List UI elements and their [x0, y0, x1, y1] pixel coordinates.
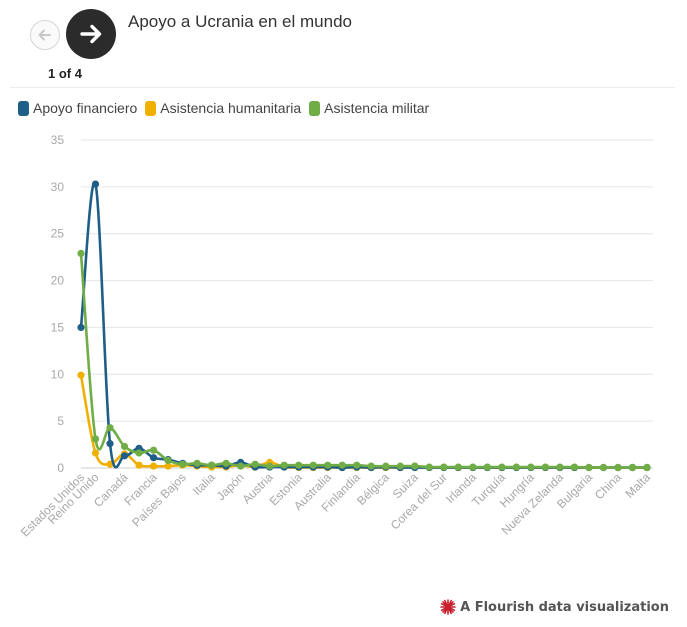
slide-counter: 1 of 4 [48, 66, 82, 81]
data-point [135, 449, 143, 457]
data-point [643, 463, 651, 472]
data-point [77, 323, 85, 332]
legend-item-military[interactable]: Asistencia militar [309, 100, 429, 116]
data-point [91, 449, 100, 457]
data-point [251, 460, 259, 468]
legend-item-financial[interactable]: Apoyo financiero [18, 100, 137, 116]
y-tick-label: 20 [51, 274, 65, 288]
data-point [77, 249, 85, 257]
data-point [135, 461, 143, 469]
data-point [106, 424, 114, 432]
data-point [91, 435, 100, 443]
arrow-right-icon [80, 24, 102, 44]
data-point [193, 459, 201, 467]
legend-swatch-humanitarian [145, 100, 157, 116]
data-point [309, 461, 317, 469]
data-point [556, 463, 564, 471]
legend-item-humanitarian[interactable]: Asistencia humanitaria [145, 100, 301, 116]
data-point [425, 463, 433, 471]
data-point [295, 461, 303, 469]
chart-legend: Apoyo financiero Asistencia humanitaria … [18, 100, 429, 116]
data-point [280, 461, 288, 469]
data-point [120, 442, 129, 451]
data-point [91, 180, 100, 188]
data-point [106, 440, 114, 448]
previous-slide-button[interactable] [30, 20, 60, 50]
data-point [178, 460, 187, 468]
flourish-credit[interactable]: A Flourish data visualization [440, 599, 669, 615]
data-point [149, 454, 158, 462]
data-point [483, 463, 491, 471]
legend-swatch-military [309, 100, 321, 116]
data-point [498, 463, 506, 471]
y-tick-label: 25 [51, 227, 65, 241]
data-point [396, 462, 404, 470]
data-point [353, 461, 361, 469]
data-point [222, 459, 230, 467]
y-tick-label: 5 [57, 414, 64, 428]
y-tick-label: 30 [51, 180, 65, 194]
page-title: Apoyo a Ucrania en el mundo [128, 12, 352, 31]
y-tick-label: 35 [51, 133, 65, 147]
arrow-left-icon [38, 29, 51, 41]
data-point [208, 461, 216, 469]
legend-label-financial: Apoyo financiero [33, 100, 138, 116]
data-point [614, 463, 622, 472]
data-point [599, 463, 608, 472]
data-point [367, 462, 375, 470]
flourish-credit-label: A Flourish data visualization [460, 599, 669, 615]
data-point [585, 463, 593, 472]
header-divider [10, 87, 675, 88]
data-point [77, 371, 85, 379]
data-point [454, 463, 462, 471]
data-point [440, 463, 448, 471]
data-point [628, 463, 637, 472]
x-tick-label: China [592, 470, 624, 502]
y-tick-label: 0 [57, 461, 64, 475]
data-point [512, 463, 520, 471]
data-point [469, 463, 477, 471]
data-point [237, 462, 245, 470]
data-point [120, 452, 129, 460]
next-slide-button[interactable] [66, 9, 116, 59]
y-tick-label: 10 [51, 367, 65, 381]
data-point [149, 462, 158, 470]
data-point [266, 462, 274, 470]
data-point [338, 461, 346, 469]
series-line [79, 252, 649, 469]
data-point [527, 463, 535, 471]
y-tick-label: 15 [51, 320, 65, 334]
data-point [541, 463, 550, 471]
legend-label-military: Asistencia militar [324, 100, 430, 116]
data-point [411, 462, 419, 470]
legend-swatch-financial [18, 100, 29, 116]
x-tick-label: Bélgica [354, 470, 392, 508]
series-line [79, 180, 649, 469]
flourish-star-icon [440, 599, 456, 615]
data-point [324, 461, 332, 469]
x-tick-label: Malta [622, 470, 653, 501]
data-point [149, 446, 158, 454]
data-point [382, 462, 390, 470]
data-point [570, 463, 579, 471]
data-point [164, 456, 172, 465]
data-point [164, 462, 172, 470]
legend-label-humanitarian: Asistencia humanitaria [160, 100, 302, 116]
